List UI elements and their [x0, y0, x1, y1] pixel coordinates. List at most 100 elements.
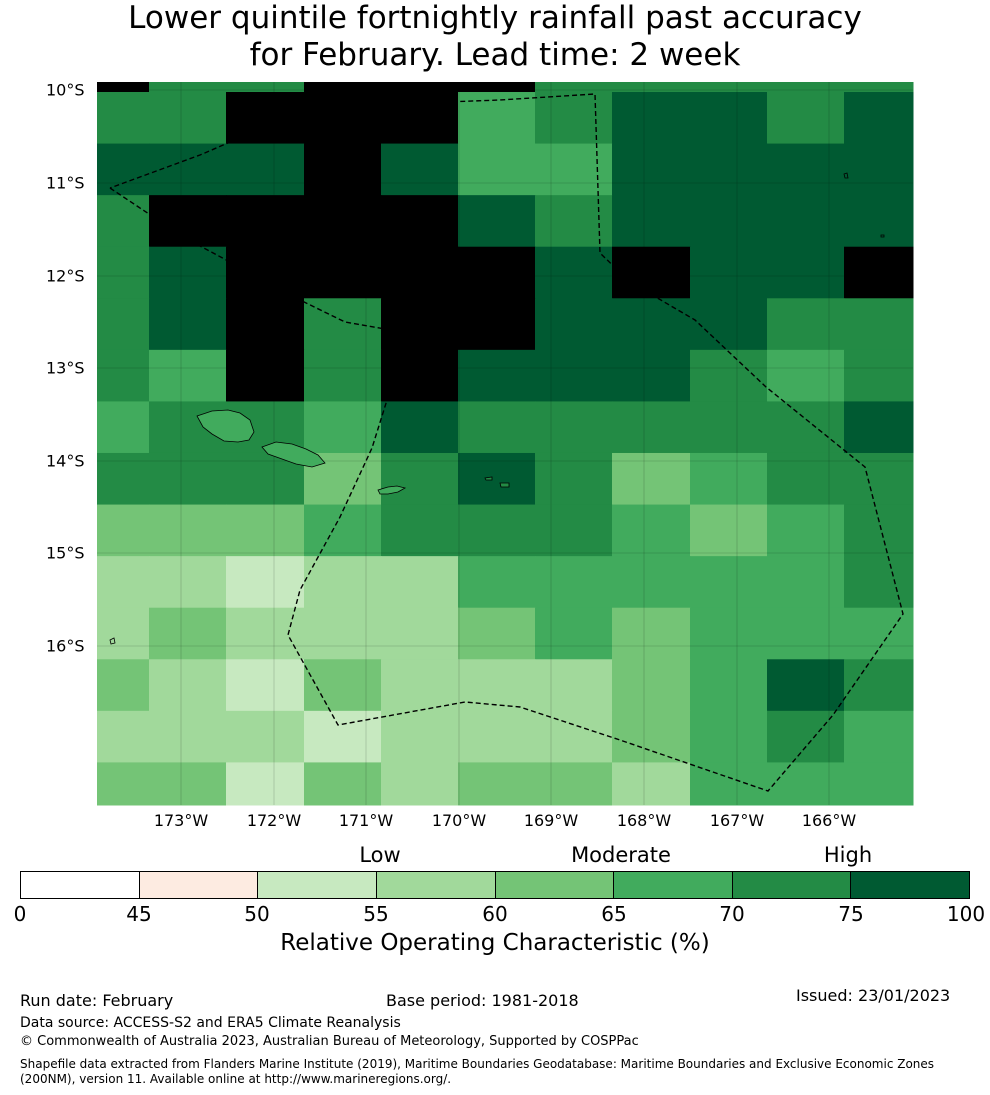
grid-cell: [97, 710, 150, 763]
colorbar-tick-55: 55: [363, 902, 389, 926]
grid-cell: [458, 659, 536, 712]
grid-cell: [612, 82, 691, 93]
grid-cell: [535, 762, 613, 806]
grid-cell: [767, 607, 845, 660]
grid-cell: [458, 401, 536, 454]
grid-cell: [458, 349, 536, 402]
grid-cell: [97, 452, 150, 506]
category-moderate: Moderate: [571, 843, 671, 867]
grid-cell: [535, 607, 613, 660]
grid-cell: [844, 349, 914, 402]
grid-cell: [304, 246, 382, 299]
grid-cell: [535, 195, 613, 248]
grid-cell: [381, 710, 459, 763]
grid-cell: [226, 659, 305, 712]
lon-label-169w: 169°W: [523, 811, 579, 830]
grid-cell: [381, 349, 459, 402]
island-tutuila: [377, 485, 407, 495]
grid-cell: [612, 452, 691, 506]
grid-cell: [458, 143, 536, 196]
grid-cell: [304, 762, 382, 806]
grid-cell: [458, 195, 536, 248]
grid-cell: [844, 143, 914, 196]
grid-cell: [844, 556, 914, 609]
grid-cell: [612, 143, 691, 196]
grid-cell: [226, 143, 305, 196]
grid-cell: [97, 82, 150, 93]
grid-cell: [535, 710, 613, 763]
grid-cell: [304, 92, 382, 145]
grid-cell: [458, 762, 536, 806]
grid-cell: [381, 607, 459, 660]
colorbar-tick-60: 60: [482, 902, 508, 926]
grid-cell: [844, 762, 914, 806]
accuracy-grid: [97, 82, 914, 806]
grid-cell: [690, 659, 768, 712]
grid-cell: [458, 710, 536, 763]
lat-label-13s: 13°S: [46, 358, 85, 378]
grid-cell: [767, 762, 845, 806]
grid-cell: [304, 504, 382, 557]
grid-cell: [304, 195, 382, 248]
grid-cell: [226, 246, 305, 299]
grid-cell: [304, 143, 382, 196]
grid-cell: [226, 762, 305, 806]
grid-cell: [535, 143, 613, 196]
grid-cell: [149, 452, 227, 506]
grid-cell: [97, 349, 150, 402]
grid-cell: [844, 452, 914, 506]
grid-cell: [149, 246, 227, 299]
grid-cell: [844, 92, 914, 145]
grid-cell: [535, 504, 613, 557]
grid-cell: [149, 298, 227, 351]
grid-cell: [844, 401, 914, 454]
grid-cell: [226, 504, 305, 557]
grid-cell: [690, 143, 768, 196]
colorbar-tick-65: 65: [601, 902, 627, 926]
grid-cell: [97, 195, 150, 248]
grid-cell: [149, 504, 227, 557]
grid-cell: [767, 349, 845, 402]
grid-cell: [690, 401, 768, 454]
grid-cell: [149, 556, 227, 609]
grid-cell: [612, 298, 691, 351]
grid-cell: [458, 82, 536, 93]
grid-cell: [97, 298, 150, 351]
grid-cell: [535, 349, 613, 402]
colorbar-segment: [258, 872, 377, 898]
grid-cell: [535, 659, 613, 712]
colorbar-segment: [139, 872, 259, 898]
grid-cell: [690, 298, 768, 351]
grid-cell: [149, 659, 227, 712]
grid-cell: [381, 298, 459, 351]
grid-cell: [304, 607, 382, 660]
colorbar-segment: [614, 872, 733, 898]
grid-cell: [612, 762, 691, 806]
grid-cell: [304, 556, 382, 609]
grid-cell: [381, 452, 459, 506]
grid-cell: [458, 246, 536, 299]
run-date: Run date: February: [20, 991, 174, 1010]
grid-cell: [535, 452, 613, 506]
grid-cell: [535, 92, 613, 145]
colorbar-tick-75: 75: [838, 902, 864, 926]
grid-cell: [690, 556, 768, 609]
grid-cell: [458, 607, 536, 660]
grid-cell: [381, 401, 459, 454]
grid-cell: [612, 401, 691, 454]
island-ofu: [484, 476, 493, 481]
grid-cell: [767, 92, 845, 145]
lon-label-168w: 168°W: [616, 811, 672, 830]
lat-label-16s: 16°S: [46, 636, 85, 656]
colorbar-label: Relative Operating Characteristic (%): [280, 930, 710, 956]
data-source: Data source: ACCESS-S2 and ERA5 Climate …: [20, 1015, 401, 1031]
island-rose: [356, 187, 360, 191]
lon-label-171w: 171°W: [338, 811, 394, 830]
grid-cell: [844, 659, 914, 712]
grid-cell: [97, 92, 150, 145]
grid-cell: [844, 607, 914, 660]
eez-boundary: [109, 93, 904, 792]
grid-cell: [304, 401, 382, 454]
grid-cell: [844, 82, 914, 93]
grid-cell: [149, 762, 227, 806]
